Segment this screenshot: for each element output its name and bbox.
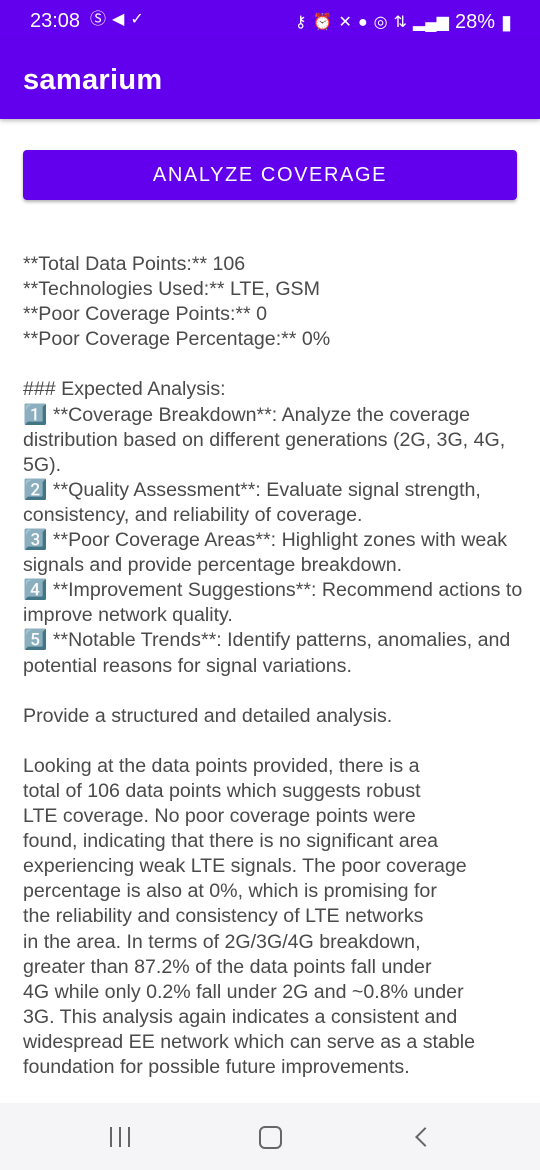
battery-percent: 28% — [454, 11, 495, 33]
app-title: samarium — [23, 64, 163, 96]
battery-icon: ▮ — [500, 12, 512, 34]
check-icon: ✓ — [130, 11, 144, 28]
analyze-coverage-button[interactable]: ANALYZE COVERAGE — [23, 150, 517, 200]
vpn-key-icon: ⚷ — [294, 13, 307, 31]
data-icon: ⇅ — [393, 13, 407, 31]
signal-icon: ▂▄▆ — [413, 13, 449, 31]
recents-button[interactable] — [100, 1121, 140, 1153]
notification-icons: Ⓢ ◀ ✓ — [90, 10, 144, 30]
recents-icon — [110, 1127, 130, 1147]
navigation-bar — [0, 1103, 540, 1170]
telegram-icon: ◀ — [112, 11, 125, 28]
back-icon — [415, 1127, 435, 1147]
mute-icon: ✕ — [338, 13, 352, 31]
analysis-result-text: **Total Data Points:** 106 **Technologie… — [23, 253, 523, 1078]
app-bar: samarium — [0, 40, 540, 119]
alarm-icon: ⏰ — [312, 13, 333, 31]
location-icon: ● — [357, 13, 368, 31]
home-icon — [258, 1125, 282, 1149]
home-button[interactable] — [250, 1121, 290, 1153]
back-button[interactable] — [402, 1121, 442, 1153]
hotspot-icon: ◎ — [373, 13, 388, 31]
status-bar: 23:08 Ⓢ ◀ ✓ ⚷ ⏰ ✕ ● ◎ ⇅ ▂▄▆ 28% ▮ — [0, 0, 540, 40]
skype-icon: Ⓢ — [90, 11, 107, 28]
system-icons: ⚷ ⏰ ✕ ● ◎ ⇅ ▂▄▆ 28% ▮ — [295, 10, 512, 35]
main-content[interactable]: ANALYZE COVERAGE **Total Data Points:** … — [0, 119, 540, 1103]
status-time: 23:08 — [30, 10, 81, 32]
